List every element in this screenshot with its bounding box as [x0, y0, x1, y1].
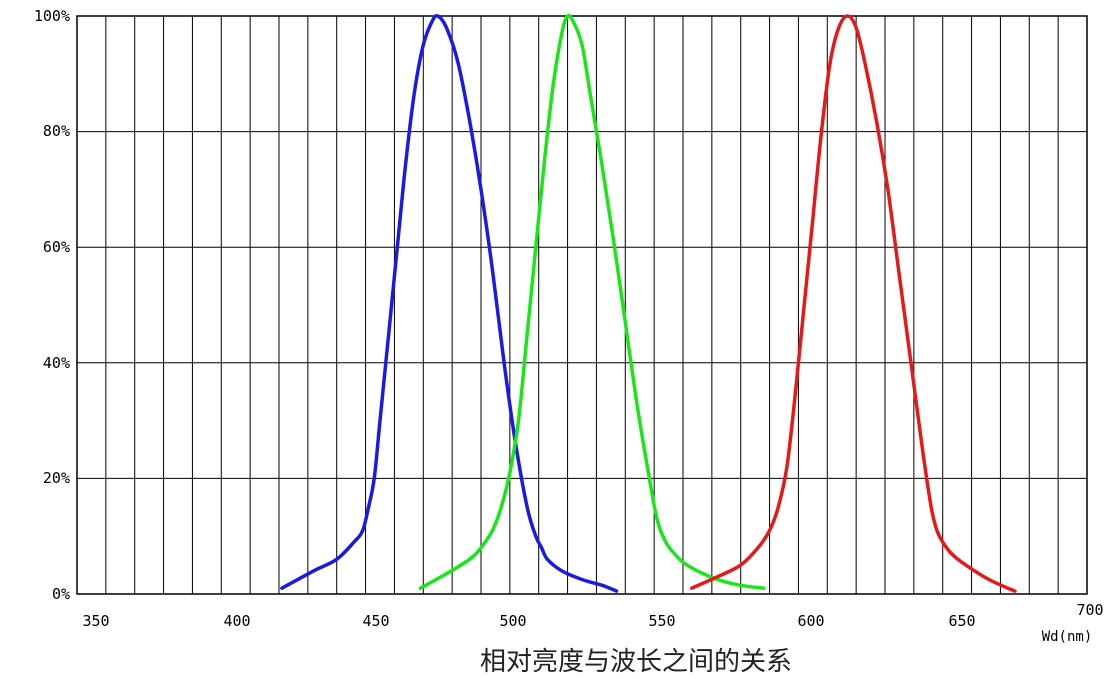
x-tick-label: 650	[948, 612, 975, 630]
x-tick-label: 500	[499, 612, 526, 630]
y-tick-label: 0%	[52, 585, 70, 603]
series-line-2	[418, 13, 766, 590]
y-tick-label: 40%	[43, 354, 70, 372]
x-tick-label: 550	[648, 612, 675, 630]
chart-grid	[76, 15, 1088, 595]
x-tick-label: 700	[1076, 601, 1103, 619]
chart-series	[280, 13, 1017, 593]
x-axis-label: Wd(nm)	[1042, 629, 1093, 645]
chart-title: 相对亮度与波长之间的关系	[480, 647, 792, 677]
series-line-1	[280, 14, 619, 593]
x-tick-label: 600	[797, 612, 824, 630]
y-tick-label: 60%	[43, 238, 70, 256]
plot-frame	[76, 15, 1088, 595]
y-tick-label: 20%	[43, 469, 70, 487]
x-tick-label: 400	[223, 612, 250, 630]
x-tick-label: 450	[362, 612, 389, 630]
x-tick-label: 350	[82, 612, 109, 630]
chart-tick-labels: 0% 20% 40% 60% 80% 100% 350 400 450 500 …	[34, 7, 1104, 645]
series-line-3	[689, 14, 1017, 593]
y-tick-label: 100%	[34, 7, 70, 25]
y-tick-label: 80%	[43, 122, 70, 140]
